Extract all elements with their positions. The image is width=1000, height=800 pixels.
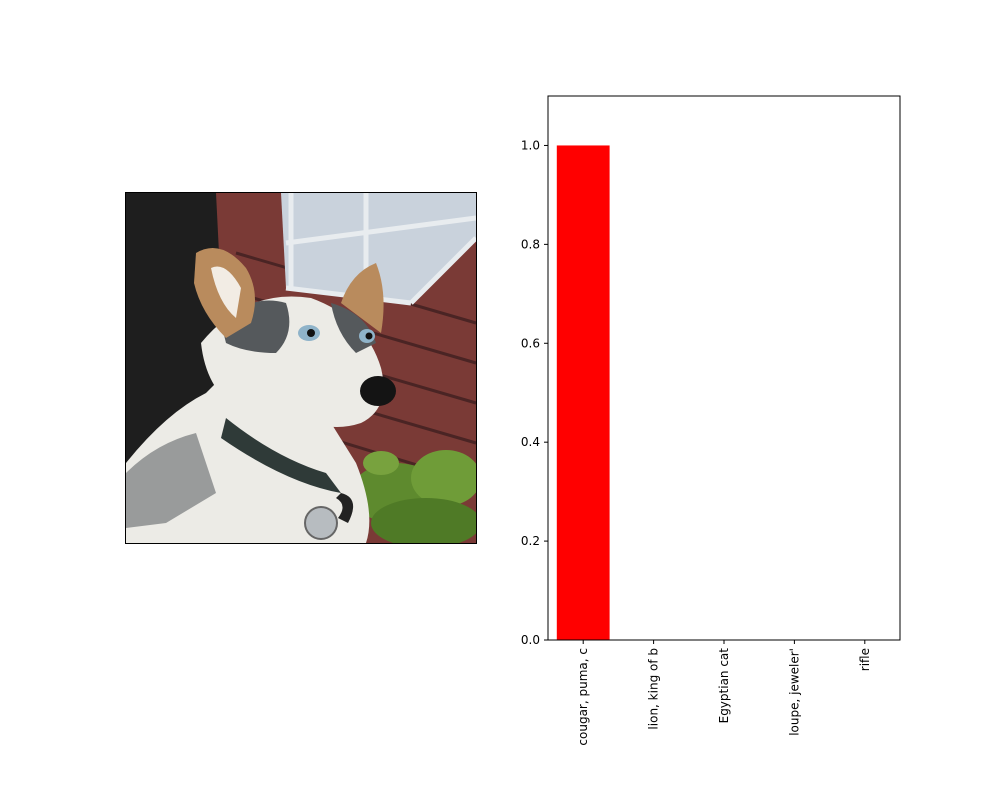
y-tick-label-0: 0.0 <box>521 633 540 647</box>
dog-right-pupil <box>365 332 373 340</box>
dog-left-pupil <box>307 329 315 337</box>
dog-collar <box>221 418 341 493</box>
x-tick-label-0: cougar, puma, c <box>576 648 590 746</box>
y-axis: 0.0 0.2 0.4 0.6 0.8 1.0 <box>521 138 548 647</box>
dog-shoulder-shadow <box>126 433 216 528</box>
bars-group <box>556 145 610 641</box>
dog-left-ear-inner <box>211 266 241 318</box>
x-tick-label-2: Egyptian cat <box>717 648 731 724</box>
y-tick-label-4: 0.8 <box>521 237 540 251</box>
bar-0 <box>556 145 610 641</box>
y-tick-label-2: 0.4 <box>521 435 540 449</box>
dog-photo <box>125 192 477 544</box>
y-tick-label-1: 0.2 <box>521 534 540 548</box>
dog-right-ear <box>341 263 384 333</box>
dog-clip <box>336 493 354 523</box>
x-tick-label-3: loupe, jeweler' <box>787 648 801 736</box>
leaves <box>351 450 476 543</box>
window <box>281 193 476 303</box>
dog-nose <box>360 376 396 406</box>
y-tick-label-3: 0.6 <box>521 336 540 350</box>
x-tick-label-1: lion, king of b <box>647 648 661 730</box>
x-tick-label-4: rifle <box>858 648 872 671</box>
dog-tag <box>304 506 338 540</box>
x-axis: cougar, puma, c lion, king of b Egyptian c… <box>576 640 872 746</box>
y-tick-label-5: 1.0 <box>521 138 540 152</box>
dog-photo-drawing <box>126 193 476 543</box>
